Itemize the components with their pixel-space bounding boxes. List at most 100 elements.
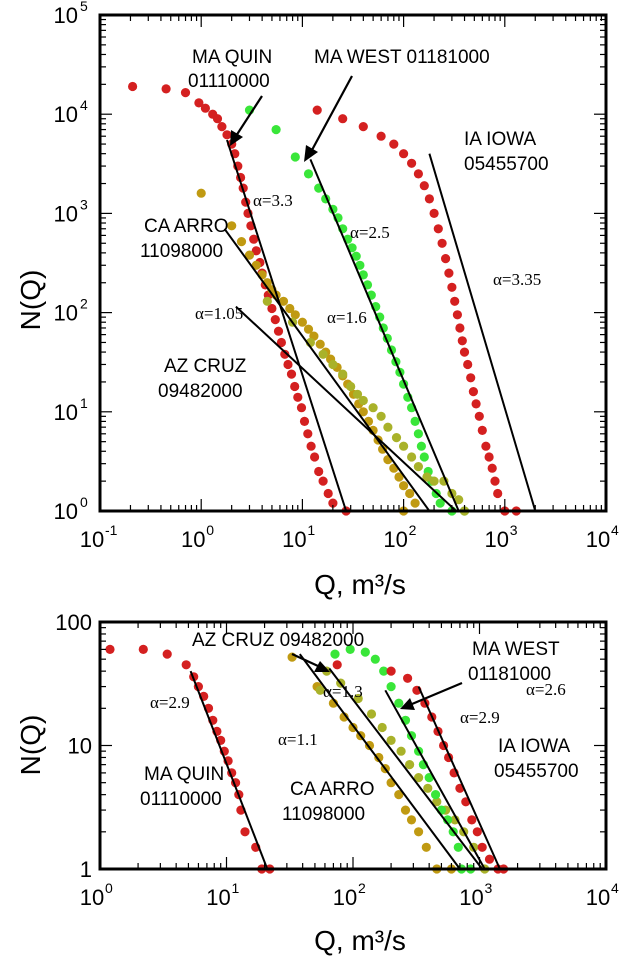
top-point-ia-iowa-8	[419, 181, 429, 191]
top-point-ia-iowa-24	[471, 399, 481, 409]
alpha-ia-iowa-bottom: α=2.6	[526, 680, 566, 699]
top-point-ma-quin-23	[267, 303, 277, 314]
bottom-point-az-cruz-4	[366, 709, 377, 719]
bottom-point-ia-iowa-12	[467, 815, 477, 825]
top-point-az-cruz-17	[429, 476, 439, 486]
top-fit-line-ma-quin	[226, 139, 348, 512]
top-point-ca-arro-15	[315, 339, 325, 349]
top-y-tick-exponent: 0	[80, 494, 88, 510]
bottom-y-tick-label: 10	[68, 734, 92, 759]
top-x-tick-exponent: 2	[409, 522, 417, 538]
top-point-az-cruz-13	[399, 441, 409, 451]
top-point-ma-quin-34	[303, 429, 313, 439]
label-ca-arro-gauge: 11098000	[140, 241, 223, 262]
top-point-ma-west-10	[347, 243, 357, 253]
top-point-ia-iowa-5	[399, 149, 409, 159]
top-point-ca-arro-0	[196, 188, 206, 198]
top-point-ma-west-33	[435, 498, 445, 508]
label-az-cruz: AZ CRUZ 09482000	[192, 630, 364, 651]
label-ma-west: MA WEST 01181000	[314, 47, 490, 68]
bottom-point-ia-iowa-2	[403, 673, 413, 683]
top-point-ia-iowa-20	[459, 347, 470, 357]
arrowhead-ma-quin	[230, 130, 243, 146]
bottom-point-ma-quin-1	[138, 644, 148, 655]
bottom-point-az-cruz-5	[377, 722, 387, 733]
label-ia-iowa-gauge: 05455700	[464, 154, 549, 175]
top-point-ma-quin-39	[323, 488, 333, 499]
bottom-point-ma-west-6	[394, 698, 404, 708]
top-point-ma-quin-7	[217, 122, 227, 132]
top-x-tick-exponent: -1	[105, 522, 118, 538]
bottom-fit-line-az-cruz	[328, 667, 483, 870]
top-point-az-cruz-20	[454, 495, 464, 505]
bottom-data-points	[105, 644, 509, 874]
top-axis-ticks: 10 -1 10 0 10 1 10 2 10 3 10 410 010 110 210 310 410 5	[54, 0, 619, 552]
top-point-ia-iowa-1	[338, 114, 348, 124]
top-x-tick-label: 10	[181, 527, 205, 552]
label-ia-iowa-name: IA IOWA	[498, 736, 570, 757]
top-point-ca-arro-23	[358, 407, 368, 417]
top-point-ma-west-1	[271, 125, 281, 135]
label-ma-quin-name: MA QUIN	[144, 764, 224, 785]
top-y-tick-exponent: 3	[80, 196, 88, 212]
top-point-ma-quin-24	[270, 315, 280, 325]
bottom-point-ia-iowa-14	[477, 842, 487, 852]
top-x-tick-exponent: 1	[307, 522, 315, 538]
top-point-ia-iowa-25	[474, 411, 484, 421]
label-ia-iowa-gauge: 05455700	[494, 761, 579, 782]
bottom-y-tick-label: 100	[55, 610, 92, 635]
top-point-ia-iowa-28	[484, 452, 494, 462]
top-point-ia-iowa-31	[493, 488, 503, 499]
top-point-az-cruz-6	[346, 381, 356, 392]
bottom-point-ma-west-4	[379, 666, 389, 676]
top-x-tick-label: 10	[485, 527, 509, 552]
bottom-point-ma-west-2	[360, 647, 370, 657]
top-point-ia-iowa-30	[490, 476, 500, 486]
arrowhead-ma-west	[400, 698, 415, 710]
top-point-ca-arro-2	[236, 237, 247, 247]
label-ma-west-gauge: 01181000	[468, 664, 551, 685]
bottom-point-az-cruz-11	[432, 797, 442, 807]
label-az-cruz-name: AZ CRUZ	[164, 356, 247, 377]
top-point-ma-quin-2	[180, 88, 191, 98]
top-point-ma-quin-18	[251, 246, 261, 256]
bottom-point-ma-west-5	[386, 682, 396, 692]
top-point-az-cruz-7	[352, 389, 363, 399]
bottom-point-az-cruz-3	[353, 693, 363, 704]
top-point-ma-quin-38	[318, 476, 328, 486]
alpha-ca-arro-bottom: α=1.1	[278, 730, 318, 749]
bottom-x-tick-exponent: 2	[358, 880, 366, 896]
bottom-fit-line-ma-west	[384, 689, 486, 870]
bottom-point-az-cruz-10	[423, 783, 433, 793]
bottom-point-ma-quin-17	[240, 827, 250, 837]
top-point-ma-quin-4	[200, 103, 210, 113]
top-point-ma-quin-35	[306, 441, 316, 451]
bottom-x-tick-exponent: 4	[611, 880, 619, 896]
top-y-axis-label: N(Q)	[15, 270, 46, 331]
top-y-tick-label: 10	[54, 301, 78, 326]
alpha-ma-west-bottom: α=2.9	[460, 708, 500, 727]
top-point-ia-iowa-18	[455, 323, 465, 333]
top-point-ma-quin-32	[296, 403, 307, 413]
bottom-point-ca-arro-13	[414, 827, 424, 837]
bottom-point-ma-west-12	[431, 790, 441, 800]
top-y-tick-exponent: 2	[80, 296, 88, 312]
bottom-point-ca-arro-11	[400, 805, 411, 815]
top-point-az-cruz-4	[328, 359, 338, 370]
top-point-ca-arro-31	[399, 481, 409, 491]
bottom-x-tick-label: 10	[333, 885, 357, 910]
top-point-ia-iowa-15	[447, 282, 457, 292]
top-point-ia-iowa-14	[444, 268, 454, 278]
top-point-ma-west-12	[355, 260, 365, 270]
top-point-ma-west-11	[351, 251, 361, 261]
arrowhead-ma-west	[304, 145, 318, 162]
top-point-ia-iowa-13	[441, 254, 451, 264]
bottom-point-ca-arro-10	[394, 790, 404, 800]
alpha-ca-arro: α=1.6	[327, 308, 367, 327]
top-point-ia-iowa-17	[452, 310, 462, 320]
top-y-tick-label: 10	[54, 400, 78, 425]
alpha-ma-west: α=2.5	[350, 223, 390, 242]
bottom-point-ia-iowa-0	[332, 660, 342, 670]
bottom-x-tick-label: 10	[80, 885, 104, 910]
